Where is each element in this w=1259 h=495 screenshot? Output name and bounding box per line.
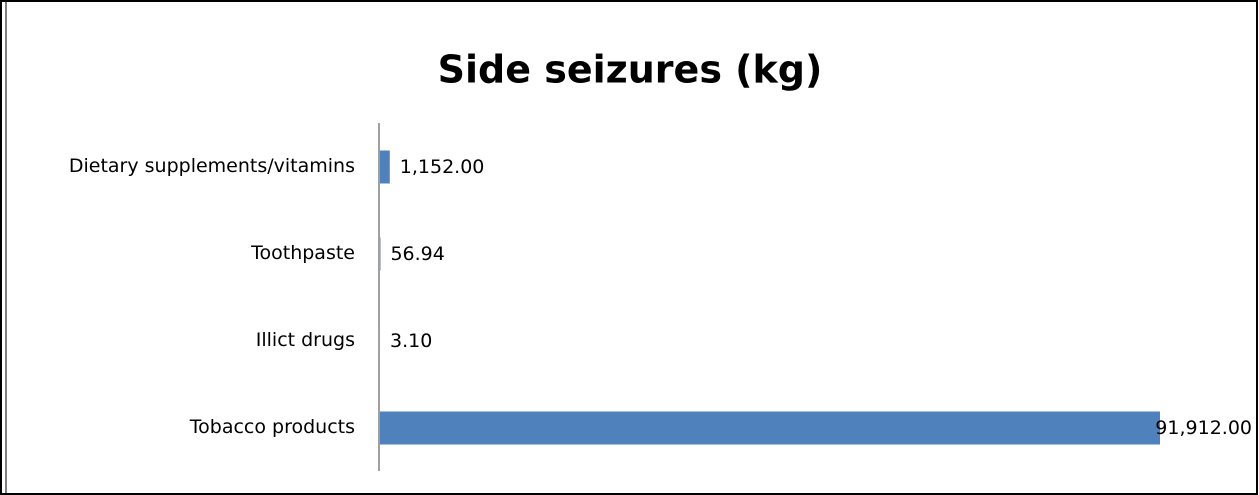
category-label: Illict drugs: [256, 329, 355, 351]
category-label: Tobacco products: [189, 416, 355, 438]
chart-title: Side seizures (kg): [438, 48, 823, 92]
value-label: 1,152.00: [400, 156, 485, 178]
bar: [380, 411, 1160, 445]
category-label: Toothpaste: [250, 242, 355, 264]
bar: [380, 150, 390, 184]
value-label: 3.10: [390, 330, 432, 352]
value-label: 56.94: [390, 243, 444, 265]
category-label: Dietary supplements/vitamins: [69, 155, 355, 177]
value-label: 91,912.00: [1155, 417, 1252, 439]
